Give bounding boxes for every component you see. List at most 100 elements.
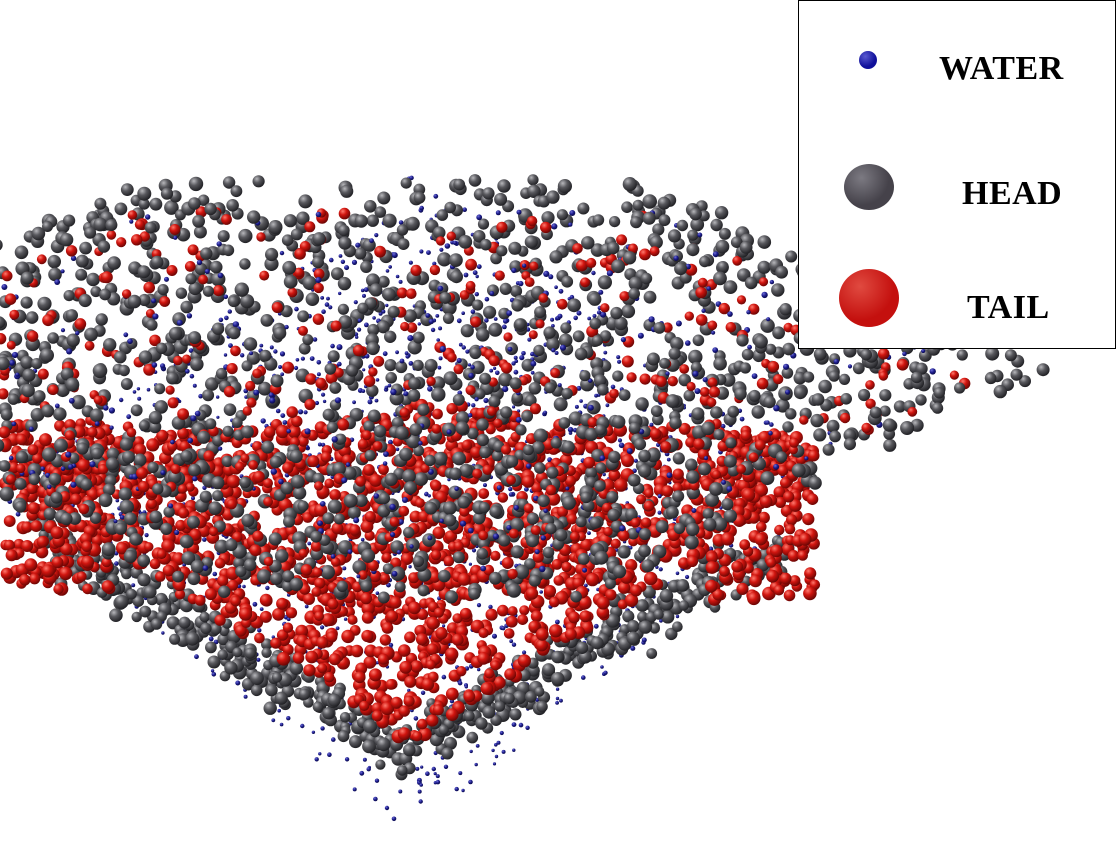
tail-particle [58, 566, 73, 581]
tail-particle [314, 503, 328, 517]
head-particle [417, 584, 430, 597]
tail-particle [101, 557, 112, 568]
water-particle [385, 269, 390, 273]
tail-particle [21, 540, 34, 552]
water-particle [511, 642, 517, 647]
water-particle [114, 561, 119, 566]
water-particle [555, 619, 560, 625]
head-particle [154, 592, 168, 606]
head-particle [71, 394, 86, 410]
tail-particle [417, 718, 428, 730]
water-particle [495, 370, 500, 376]
head-particle [282, 570, 295, 583]
water-particle [235, 680, 241, 686]
head-particle [178, 616, 191, 629]
head-particle [468, 174, 482, 187]
head-particle [455, 421, 469, 435]
water-particle [403, 391, 409, 397]
water-particle [321, 392, 326, 397]
tail-particle [360, 520, 374, 533]
head-particle [900, 421, 915, 435]
head-particle [240, 294, 255, 309]
water-particle [476, 603, 482, 608]
water-particle [436, 338, 441, 342]
water-particle [280, 413, 286, 418]
tail-particle [451, 633, 464, 646]
tail-particle [712, 588, 724, 601]
tail-particle [275, 424, 290, 439]
tail-particle [426, 714, 439, 727]
water-particle [208, 636, 214, 642]
water-particle [513, 355, 518, 360]
water-particle [641, 637, 647, 643]
tail-particle [389, 596, 402, 609]
water-particle [256, 657, 261, 662]
head-particle [131, 611, 142, 623]
head-particle [993, 384, 1007, 399]
water-particle [385, 303, 389, 308]
head-particle [852, 362, 865, 375]
head-particle [168, 326, 183, 341]
tail-particle [149, 334, 161, 347]
head-particle [137, 573, 151, 587]
water-particle [210, 669, 215, 673]
head-particle [347, 506, 361, 520]
tail-particle [802, 513, 815, 526]
tail-particle [146, 438, 160, 452]
head-particle [646, 648, 658, 659]
head-particle [120, 183, 134, 197]
head-particle [627, 473, 641, 487]
water-particle [555, 687, 560, 691]
head-particle [690, 217, 705, 232]
head-particle [99, 288, 111, 301]
tail-particle [76, 571, 87, 582]
head-particle [322, 707, 335, 720]
head-particle [265, 683, 278, 697]
tail-particle [705, 579, 718, 593]
water-particle [192, 383, 197, 388]
head-particle [222, 176, 236, 189]
water-particle [216, 415, 220, 419]
tail-particle [302, 512, 314, 523]
tail-particle [445, 687, 459, 701]
head-particle [757, 260, 771, 274]
head-particle [0, 239, 3, 251]
head-particle [714, 206, 729, 220]
tail-particle [39, 433, 52, 447]
head-particle [227, 295, 240, 308]
water-particle [366, 767, 371, 772]
tail-particle [214, 558, 226, 569]
tail-particle [736, 582, 749, 596]
tail-particle [165, 385, 175, 395]
head-particle [239, 258, 251, 270]
head-particle [713, 517, 728, 532]
water-particle [202, 565, 209, 571]
tail-particle [410, 660, 423, 673]
water-particle [408, 565, 412, 569]
tail-particle [360, 592, 373, 605]
head-particle [526, 512, 540, 525]
head-particle [412, 555, 425, 568]
tail-particle [705, 561, 719, 574]
head-particle [455, 411, 470, 425]
water-particle [491, 748, 495, 753]
head-particle [197, 194, 210, 206]
water-particle [364, 322, 369, 328]
water-particle [378, 311, 383, 316]
head-particle [879, 389, 892, 402]
head-particle [915, 362, 928, 375]
water-particle [11, 351, 19, 359]
head-particle [635, 599, 649, 612]
head-particle [396, 765, 408, 776]
water-particle [467, 363, 472, 367]
water-particle [398, 789, 403, 794]
tail-particle [783, 589, 796, 602]
water-particle [616, 355, 621, 360]
head-particle [617, 545, 631, 559]
head-particle [289, 577, 303, 592]
head-particle [217, 649, 228, 660]
tail-particle [409, 510, 422, 523]
head-particle [312, 472, 325, 485]
head-particle [597, 275, 613, 290]
head-particle [292, 486, 307, 500]
